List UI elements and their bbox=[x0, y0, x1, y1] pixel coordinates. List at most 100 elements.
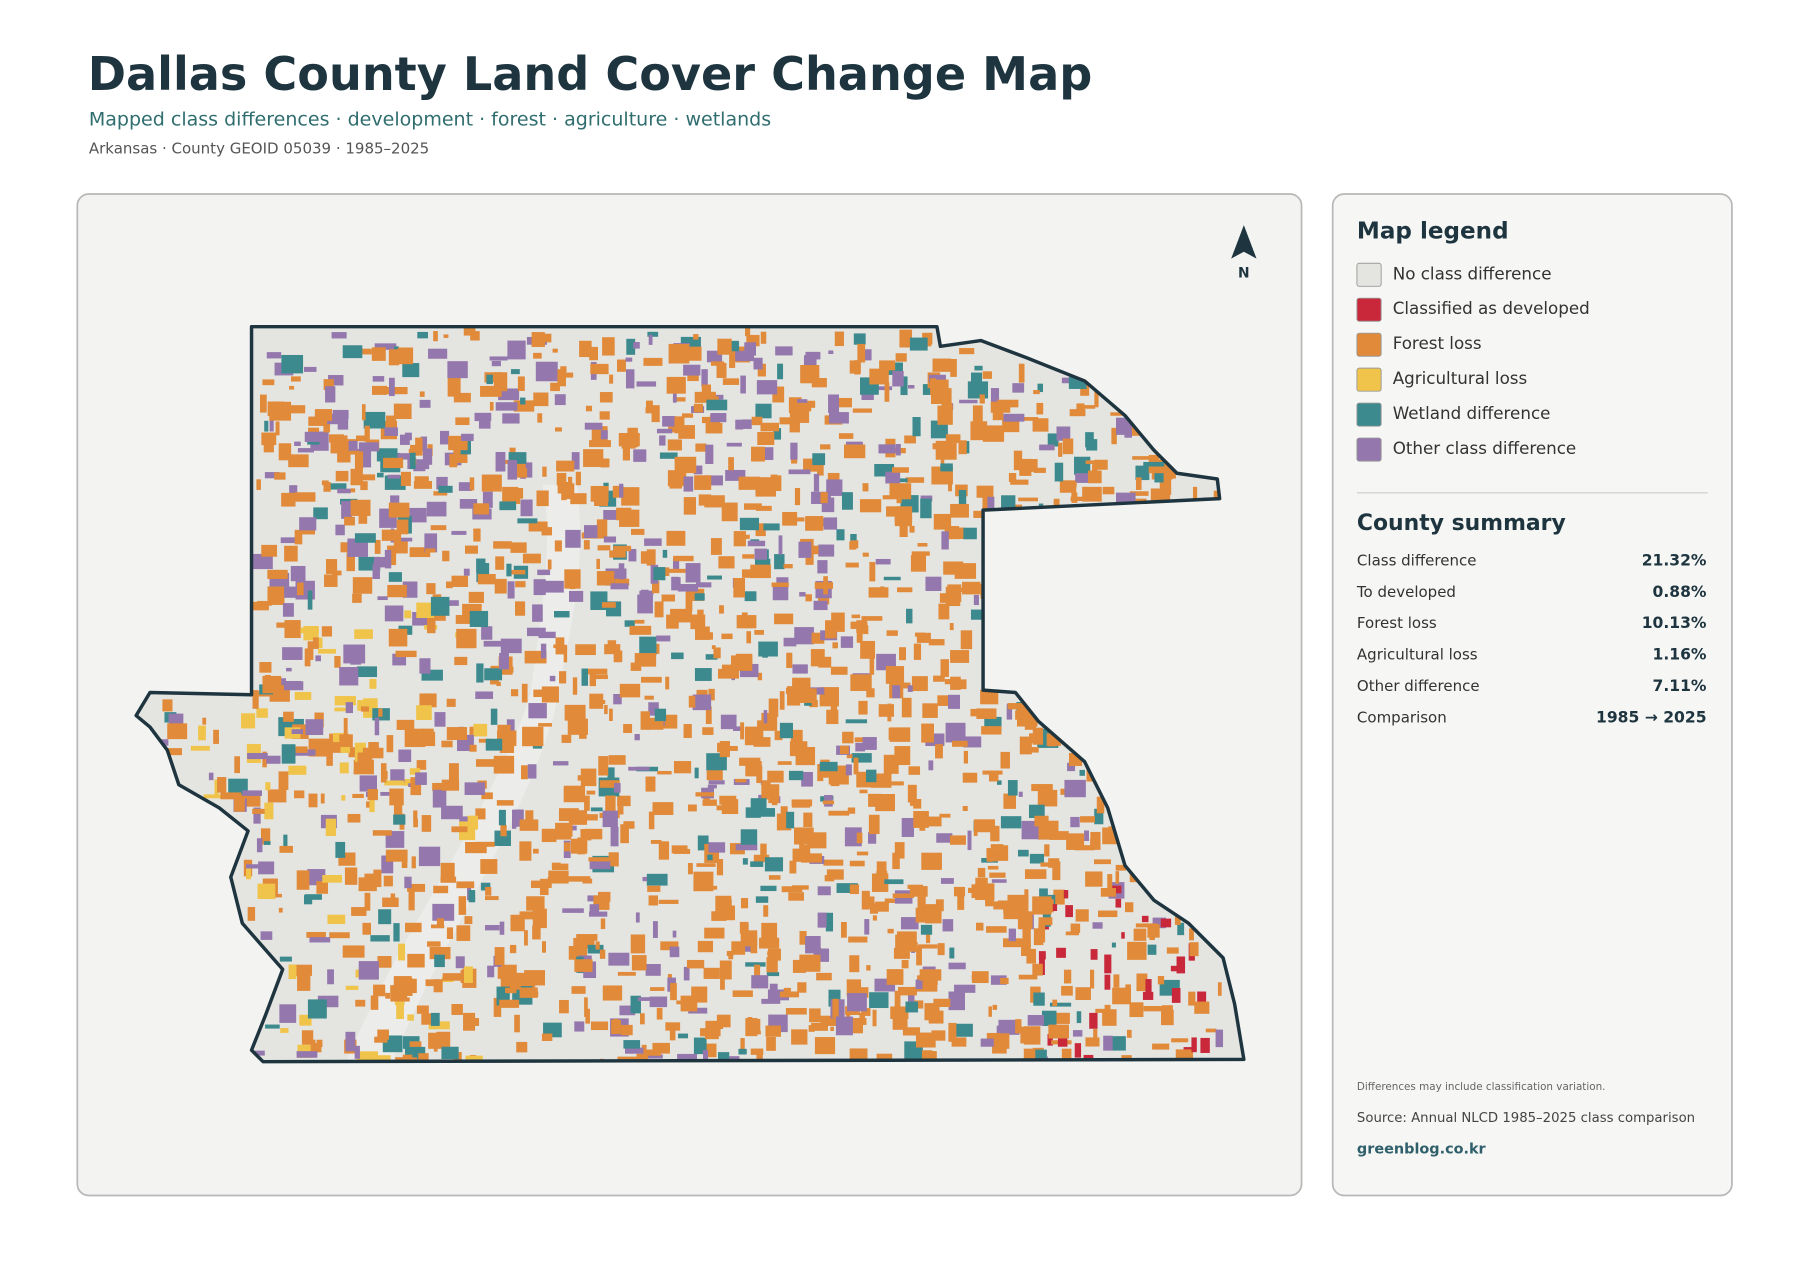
patch bbox=[721, 664, 738, 670]
patch bbox=[316, 881, 329, 894]
patch bbox=[385, 386, 408, 395]
patch bbox=[374, 717, 380, 736]
patch bbox=[963, 750, 968, 764]
patch bbox=[849, 541, 857, 550]
patch bbox=[533, 352, 542, 359]
patch bbox=[669, 946, 680, 958]
patch bbox=[602, 810, 618, 828]
patch bbox=[696, 863, 716, 867]
patch bbox=[1135, 923, 1157, 928]
patch bbox=[563, 644, 568, 663]
patch bbox=[668, 343, 690, 364]
patch bbox=[1132, 456, 1151, 460]
patch bbox=[265, 1024, 280, 1029]
patch bbox=[721, 502, 738, 522]
patch bbox=[388, 628, 408, 647]
patch bbox=[354, 533, 376, 543]
patch bbox=[1024, 719, 1037, 730]
patch bbox=[279, 1004, 297, 1023]
patch bbox=[502, 486, 519, 504]
patch bbox=[885, 666, 905, 684]
patch bbox=[828, 350, 834, 355]
patch bbox=[799, 592, 806, 597]
patch bbox=[574, 1021, 585, 1032]
patch bbox=[705, 422, 723, 434]
patch bbox=[754, 964, 761, 982]
patch bbox=[895, 444, 901, 456]
patch bbox=[758, 641, 778, 657]
patch bbox=[387, 545, 397, 566]
patch bbox=[851, 614, 861, 619]
patch bbox=[594, 674, 608, 680]
map bbox=[134, 324, 1246, 1064]
patch bbox=[609, 550, 626, 558]
patch bbox=[901, 959, 909, 969]
patch bbox=[813, 600, 828, 611]
patch bbox=[913, 798, 922, 809]
patch bbox=[600, 458, 610, 468]
patch bbox=[1036, 402, 1044, 415]
patch bbox=[481, 792, 493, 800]
patch bbox=[484, 925, 500, 931]
patch bbox=[636, 1053, 649, 1062]
patch bbox=[481, 626, 493, 640]
patch bbox=[419, 391, 425, 397]
patch bbox=[371, 1055, 391, 1062]
patch bbox=[1111, 942, 1116, 948]
patch bbox=[350, 499, 371, 516]
patch bbox=[561, 492, 567, 501]
patch bbox=[256, 708, 268, 718]
patch bbox=[816, 972, 832, 981]
patch bbox=[950, 503, 969, 518]
patch bbox=[442, 550, 450, 562]
patch bbox=[757, 363, 766, 377]
patch bbox=[383, 875, 393, 887]
patch bbox=[296, 870, 310, 890]
patch bbox=[862, 552, 869, 557]
patch bbox=[266, 755, 281, 764]
patch bbox=[1032, 963, 1043, 976]
patch bbox=[755, 477, 776, 497]
patch bbox=[439, 430, 450, 445]
patch bbox=[1033, 390, 1040, 395]
patch bbox=[589, 861, 611, 870]
patch bbox=[840, 745, 849, 754]
patch bbox=[511, 809, 517, 829]
patch bbox=[410, 777, 422, 796]
patch bbox=[744, 342, 757, 356]
patch bbox=[464, 916, 473, 925]
patch bbox=[791, 885, 809, 890]
patch bbox=[341, 501, 353, 519]
patch bbox=[374, 539, 381, 554]
patch bbox=[1093, 1029, 1098, 1044]
patch bbox=[794, 487, 801, 506]
patch bbox=[763, 905, 769, 917]
patch bbox=[980, 1038, 998, 1047]
source: Source: Annual NLCD 1985–2025 class comp… bbox=[1357, 1111, 1695, 1126]
patch bbox=[440, 862, 455, 880]
patch bbox=[428, 1032, 442, 1049]
patch bbox=[817, 763, 824, 782]
patch bbox=[290, 565, 306, 582]
patch bbox=[954, 984, 976, 993]
patch bbox=[463, 1012, 476, 1031]
patch bbox=[623, 1040, 641, 1049]
patch bbox=[538, 723, 552, 727]
patch bbox=[281, 492, 296, 507]
patch bbox=[599, 411, 610, 420]
patch bbox=[361, 404, 366, 421]
patch bbox=[425, 548, 436, 553]
patch bbox=[1022, 459, 1038, 472]
patch bbox=[405, 922, 422, 933]
patch bbox=[901, 697, 912, 718]
patch bbox=[671, 652, 684, 660]
patch bbox=[427, 615, 436, 634]
patch bbox=[624, 1047, 644, 1054]
patch bbox=[973, 594, 979, 606]
patch bbox=[1174, 916, 1181, 925]
patch bbox=[959, 348, 975, 355]
patch bbox=[614, 783, 621, 793]
patch bbox=[1085, 432, 1094, 448]
patch bbox=[801, 853, 822, 863]
patch bbox=[478, 738, 491, 743]
